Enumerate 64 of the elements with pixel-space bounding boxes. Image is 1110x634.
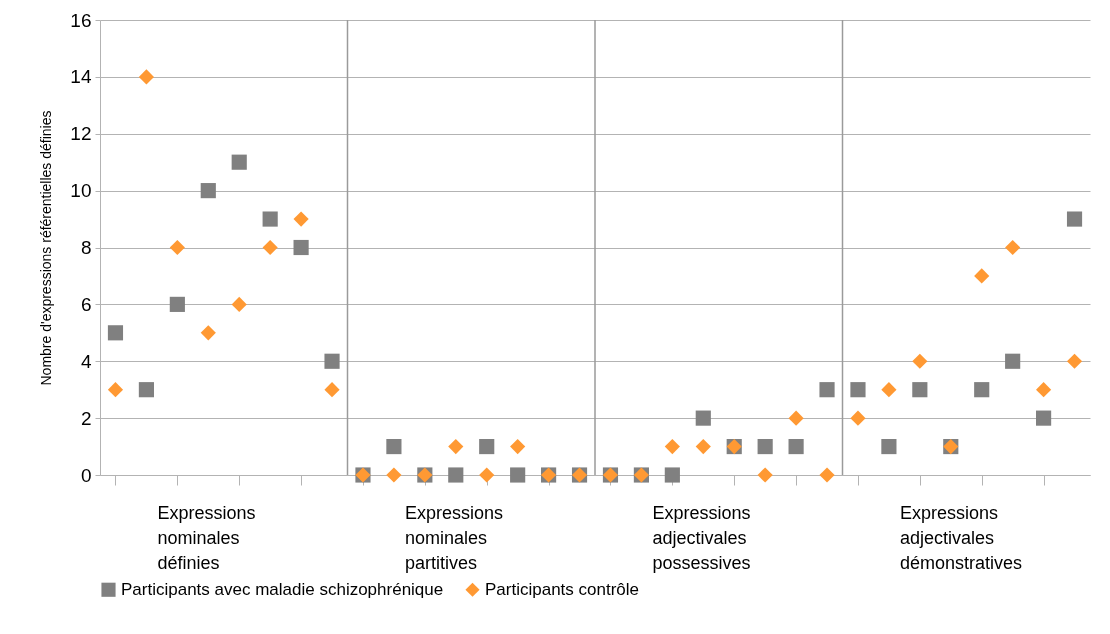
point (788, 438, 804, 455)
point (850, 410, 866, 426)
point (479, 467, 495, 483)
text: Expressions nominales définies (157, 503, 256, 573)
point (912, 353, 928, 369)
point (448, 438, 464, 455)
point (664, 438, 680, 455)
point (293, 239, 309, 256)
point (912, 382, 928, 398)
point (138, 69, 154, 85)
text: Expressions nominales partitives (405, 503, 504, 573)
point (231, 154, 247, 170)
legend-label: Participants avec maladie schizophrénique (121, 579, 444, 599)
point (881, 382, 897, 398)
point (850, 382, 866, 398)
point (1036, 382, 1052, 398)
point (510, 438, 526, 455)
point (200, 325, 216, 341)
point (200, 183, 216, 199)
point (262, 211, 278, 227)
point (324, 382, 340, 398)
point (1036, 410, 1052, 426)
point (169, 239, 185, 256)
point (510, 467, 526, 483)
point (819, 467, 835, 483)
point (107, 325, 124, 341)
y-tick-label: 2 (80, 407, 92, 429)
point (262, 239, 278, 256)
point (757, 438, 773, 455)
y-tick-label: 16 (70, 9, 92, 31)
point (788, 410, 804, 426)
y-tick-label: 12 (70, 123, 92, 145)
point (695, 438, 711, 455)
point (974, 382, 990, 398)
point (231, 296, 247, 312)
point (1066, 211, 1083, 227)
y-tick-label: 8 (80, 237, 92, 258)
point (479, 438, 495, 455)
point (448, 467, 464, 483)
text: Expressions adjectivales possessives (652, 503, 751, 573)
y-tick-label: 0 (80, 464, 92, 486)
point (386, 438, 402, 455)
point (386, 467, 402, 483)
point (169, 296, 185, 312)
point (138, 382, 154, 398)
y-tick-label: 14 (70, 66, 92, 88)
point (664, 467, 680, 483)
y-axis-title: Nombre d'expressions référentielles définies (38, 110, 55, 386)
point (881, 438, 897, 455)
y-tick-label: 10 (70, 180, 92, 202)
point (1066, 353, 1083, 369)
legend-label: Participants contrôle (485, 579, 640, 599)
point (293, 211, 309, 227)
text: Expressions adjectivales démonstratives (900, 503, 1023, 573)
point (324, 353, 340, 369)
point (107, 382, 124, 398)
point (819, 382, 835, 398)
y-tick-label: 6 (80, 293, 92, 315)
point (1005, 353, 1021, 369)
point (757, 467, 773, 483)
point (974, 268, 990, 284)
y-tick-label: 4 (80, 350, 92, 372)
point (1005, 239, 1021, 256)
point (695, 410, 711, 426)
